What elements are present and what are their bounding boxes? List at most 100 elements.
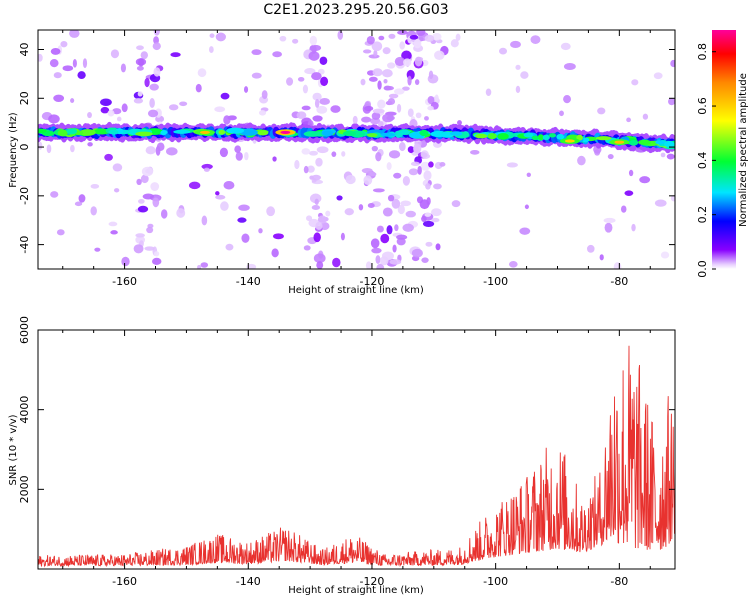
heatmap-noise-cell — [393, 88, 405, 95]
heatmap-noise-cell — [394, 224, 399, 232]
heatmap-noise-cell — [149, 97, 155, 108]
heatmap-noise-cell — [296, 111, 307, 119]
heatmap-noise-cell — [396, 103, 402, 113]
heatmap-noise-cell — [136, 178, 142, 186]
heatmap-noise-cell — [416, 30, 426, 37]
heatmap-noise-cell — [200, 262, 209, 268]
heatmap-noise-cell — [72, 59, 77, 68]
heatmap-noise-cell — [373, 50, 378, 57]
heatmap-noise-cell — [336, 195, 343, 201]
heatmap-noise-cell — [455, 33, 461, 41]
heatmap-noise-cell — [78, 194, 86, 203]
heatmap-noise-cell — [315, 157, 323, 167]
heatmap-noise-cell — [431, 208, 442, 217]
heatmap-noise-cell — [304, 68, 316, 75]
heatmap-noise-cell — [387, 62, 396, 69]
heatmap-noise-cell — [87, 112, 92, 119]
heatmap-noise-cell — [319, 56, 328, 65]
heatmap-noise-cell — [388, 93, 399, 99]
heatmap-noise-cell — [197, 68, 207, 78]
heatmap-noise-cell — [137, 91, 143, 97]
heatmap-noise-cell — [110, 49, 120, 59]
heatmap-noise-cell — [314, 98, 320, 108]
snr-xtick-label: -160 — [112, 575, 137, 588]
heatmap-noise-cell — [104, 153, 113, 161]
heatmap-noise-cell — [152, 197, 160, 208]
heatmap-noise-cell — [420, 161, 431, 171]
heatmap-band-cell — [655, 140, 666, 145]
heatmap-noise-cell — [607, 154, 614, 160]
heatmap-noise-cell — [100, 98, 112, 106]
heatmap-band-cell — [419, 129, 429, 137]
colorbar-tick-label: 0.8 — [696, 43, 709, 61]
colorbar-label: Normalized spectral amplitude — [738, 73, 749, 227]
heatmap-noise-cell — [90, 183, 100, 189]
spectrogram-frame — [37, 29, 676, 270]
heatmap-noise-cell — [563, 62, 576, 71]
heatmap-noise-cell — [311, 174, 321, 181]
heatmap-noise-cell — [624, 190, 634, 196]
heatmap-noise-cell — [316, 261, 324, 269]
heatmap-noise-cell — [382, 207, 393, 217]
heatmap-noise-cell — [401, 50, 412, 61]
spectrogram-xtick-label: -100 — [483, 275, 508, 288]
heatmap-noise-cell — [413, 38, 422, 49]
heatmap-noise-cell — [120, 63, 126, 73]
heatmap-band-cell — [380, 132, 396, 137]
heatmap-noise-cell — [375, 255, 381, 264]
heatmap-noise-cell — [302, 84, 309, 94]
heatmap-noise-cell — [375, 152, 382, 162]
heatmap-noise-cell — [168, 104, 179, 111]
heatmap-noise-cell — [306, 215, 313, 222]
heatmap-band-cell — [74, 130, 84, 136]
heatmap-noise-cell — [396, 234, 408, 240]
heatmap-noise-cell — [433, 183, 442, 190]
heatmap-noise-cell — [46, 144, 52, 154]
spectrogram-ylabel: Frequency (Hz) — [8, 112, 19, 188]
heatmap-noise-cell — [670, 195, 675, 202]
heatmap-noise-cell — [420, 150, 429, 159]
heatmap-noise-cell — [142, 193, 154, 200]
heatmap-noise-cell — [402, 223, 414, 232]
heatmap-noise-cell — [297, 76, 305, 82]
heatmap-band-cell — [531, 135, 539, 141]
heatmap-noise-cell — [451, 200, 461, 208]
heatmap-band-cell — [135, 131, 153, 137]
spectrogram-panel: -160 -140 -120 -100 -80 -40 -20 0 20 40 Height of… — [8, 29, 676, 296]
heatmap-noise-cell — [362, 49, 372, 54]
heatmap-band-cell — [449, 131, 463, 136]
heatmap-noise-cell — [244, 151, 249, 161]
heatmap-noise-cell — [301, 105, 311, 111]
heatmap-noise-cell — [237, 217, 247, 223]
heatmap-noise-cell — [133, 244, 144, 254]
heatmap-noise-cell — [50, 191, 59, 198]
heatmap-noise-cell — [434, 50, 445, 60]
heatmap-noise-cell — [225, 243, 234, 251]
heatmap-band-cell — [475, 133, 488, 139]
heatmap-noise-cell — [372, 108, 385, 114]
heatmap-noise-cell — [506, 162, 518, 168]
heatmap-noise-cell — [150, 182, 160, 191]
heatmap-noise-cell — [215, 32, 226, 42]
heatmap-noise-cell — [519, 227, 531, 235]
heatmap-noise-cell — [424, 212, 432, 217]
heatmap-noise-cell — [423, 170, 432, 181]
heatmap-noise-cell — [414, 79, 420, 85]
heatmap-noise-cell — [415, 112, 422, 119]
heatmap-noise-cell — [394, 56, 406, 66]
heatmap-noise-cell — [60, 41, 68, 48]
heatmap-noise-cell — [510, 40, 521, 49]
heatmap-noise-cell — [386, 162, 392, 171]
heatmap-noise-cell — [38, 141, 43, 150]
heatmap-noise-cell — [666, 153, 675, 160]
heatmap-noise-cell — [113, 188, 120, 193]
heatmap-band-cell — [66, 128, 77, 135]
heatmap-noise-cell — [563, 95, 571, 104]
heatmap-band-cell — [366, 133, 378, 138]
heatmap-noise-cell — [425, 241, 433, 247]
heatmap-noise-cell — [160, 209, 168, 219]
heatmap-noise-cell — [258, 228, 263, 234]
heatmap-noise-cell — [371, 145, 378, 152]
heatmap-noise-cell — [425, 183, 431, 190]
